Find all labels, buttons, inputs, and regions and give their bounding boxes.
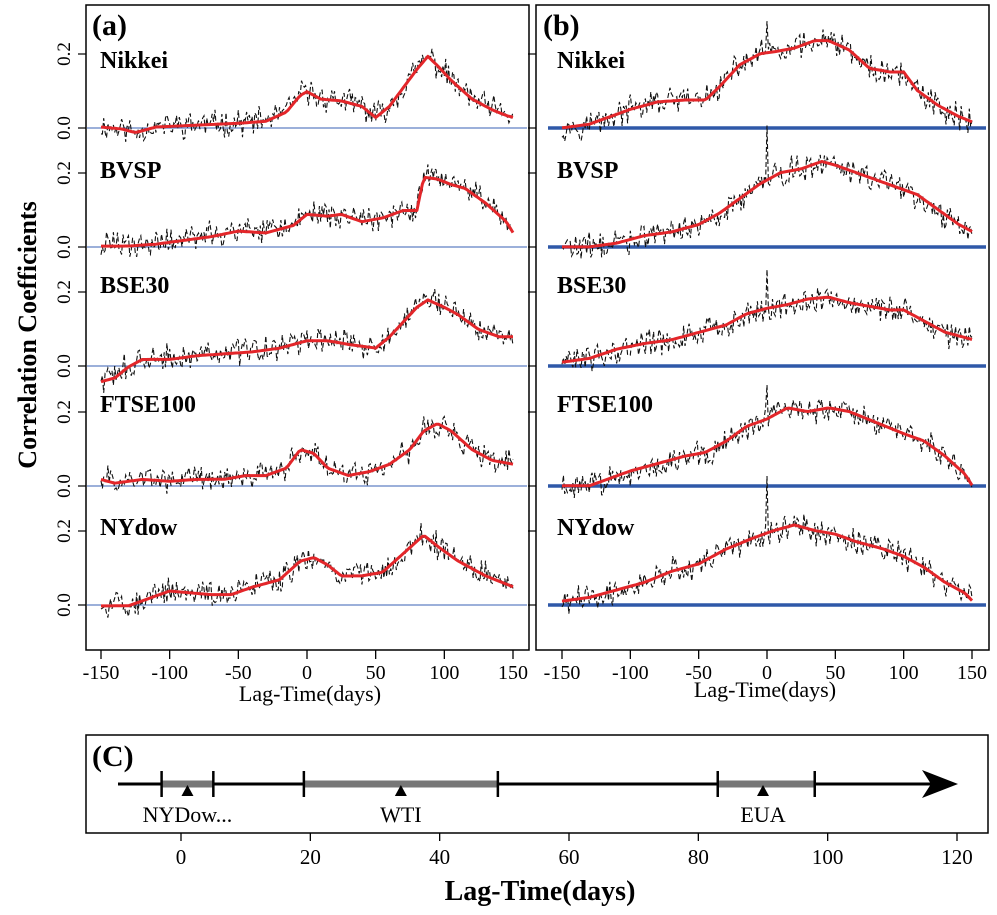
c-x-tick-label: 80: [688, 845, 709, 869]
panel-b-plot: -150 -100 -50 0 50 100 150 Nikkei BVSP BSE30 FTSE1…: [528, 21, 987, 684]
c-x-tick-label: 120: [941, 845, 973, 869]
smooth-series-FTSE100: [561, 406, 974, 488]
series-label-bvsp: BVSP: [557, 158, 618, 184]
series-label-nikkei: Nikkei: [557, 48, 625, 74]
smooth-series-Nikkei: [561, 39, 973, 130]
series-label-nikkei: Nikkei: [100, 48, 168, 74]
raw-series-BSE30: [561, 269, 973, 372]
c-x-tick-label: 20: [300, 845, 321, 869]
y-tick-label: 0.2: [54, 161, 75, 185]
series-label-bse30: BSE30: [100, 273, 169, 299]
timeline-arrow-icon: [922, 770, 958, 798]
panel-c-frame: [85, 734, 989, 834]
raw-series-Nikkei: [561, 21, 973, 143]
c-x-tick-label: 0: [176, 845, 187, 869]
series-label-bse30: BSE30: [557, 273, 626, 299]
smooth-series-BVSP: [101, 175, 515, 248]
x-tick-label: 150: [957, 662, 987, 684]
y-tick-label: 0.2: [54, 42, 75, 66]
y-axis-label: Correlation Coefficients: [13, 201, 42, 468]
c-x-tick-label: 100: [812, 845, 844, 869]
interval-marker-triangle: [757, 785, 769, 796]
smooth-series-BSE30: [561, 295, 973, 364]
raw-series-BVSP: [561, 125, 973, 259]
y-tick-label: 0.0: [54, 474, 75, 498]
interval-marker-triangle: [394, 785, 407, 796]
panel-b-label: (b): [543, 9, 580, 42]
series-label-nydow: NYdow: [557, 515, 635, 541]
smooth-series-NYdow: [101, 534, 514, 608]
x-tick-label: -100: [151, 662, 188, 684]
x-tick-label: 0: [762, 662, 772, 684]
raw-series-FTSE100: [100, 415, 514, 494]
raw-series-NYdow: [100, 523, 514, 618]
panel-b-frame: [535, 4, 990, 651]
x-tick-label: -100: [612, 662, 649, 684]
smooth-series-BVSP: [562, 160, 973, 249]
c-x-axis-label: Lag-Time(days): [445, 876, 636, 907]
smooth-series-BSE30: [100, 298, 513, 384]
y-tick-label: 0.0: [54, 593, 75, 617]
series-label-bvsp: BVSP: [100, 158, 161, 184]
panel-c-label: (C): [92, 740, 134, 773]
y-tick-label: 0.2: [54, 400, 75, 424]
c-x-tick-label: 60: [559, 845, 580, 869]
c-x-tick-label: 40: [429, 845, 450, 869]
x-tick-label: 150: [498, 662, 528, 684]
x-tick-label: 50: [825, 662, 845, 684]
smooth-series-Nikkei: [100, 54, 514, 134]
x-tick-label: -50: [685, 662, 712, 684]
interval-label: WTI: [380, 802, 422, 827]
x-tick-label: 100: [429, 662, 459, 684]
y-tick-label: 0.0: [54, 354, 75, 378]
x-tick-label: 100: [889, 662, 919, 684]
interval-label: EUA: [740, 802, 785, 827]
x-tick-label: -50: [225, 662, 252, 684]
x-tick-label: -150: [544, 662, 581, 684]
ab-x-axis-label: Lag-Time(days): [239, 681, 381, 706]
y-tick-label: 0.0: [54, 235, 75, 259]
interval-marker-triangle: [181, 785, 194, 796]
y-tick-label: 0.2: [54, 519, 75, 543]
series-label-ftse100: FTSE100: [557, 392, 653, 418]
series-label-nydow: NYdow: [100, 515, 178, 541]
panel-a-label: (a): [92, 9, 127, 42]
panel-a-plot: -150 -100 -50 0 50 100 150 0.0 0.2 Nikkei 0.0 0.2 BV…: [54, 42, 528, 684]
y-tick-label: 0.2: [54, 280, 75, 304]
x-tick-label: -150: [83, 662, 120, 684]
panel-c-timeline: NYDow... WTI EUA 0 20 40 60 80 100 120: [118, 770, 973, 869]
smooth-series-FTSE100: [100, 422, 514, 485]
smooth-series-NYdow: [561, 523, 974, 603]
interval-label: NYDow...: [143, 802, 233, 827]
x-tick-label: 50: [366, 662, 386, 684]
x-tick-label: 0: [302, 662, 312, 684]
ab-x-axis-label-b: Lag-Time(days): [694, 677, 836, 702]
y-tick-label: 0.0: [54, 116, 75, 140]
series-label-ftse100: FTSE100: [100, 392, 196, 418]
raw-series-FTSE100: [561, 384, 973, 498]
